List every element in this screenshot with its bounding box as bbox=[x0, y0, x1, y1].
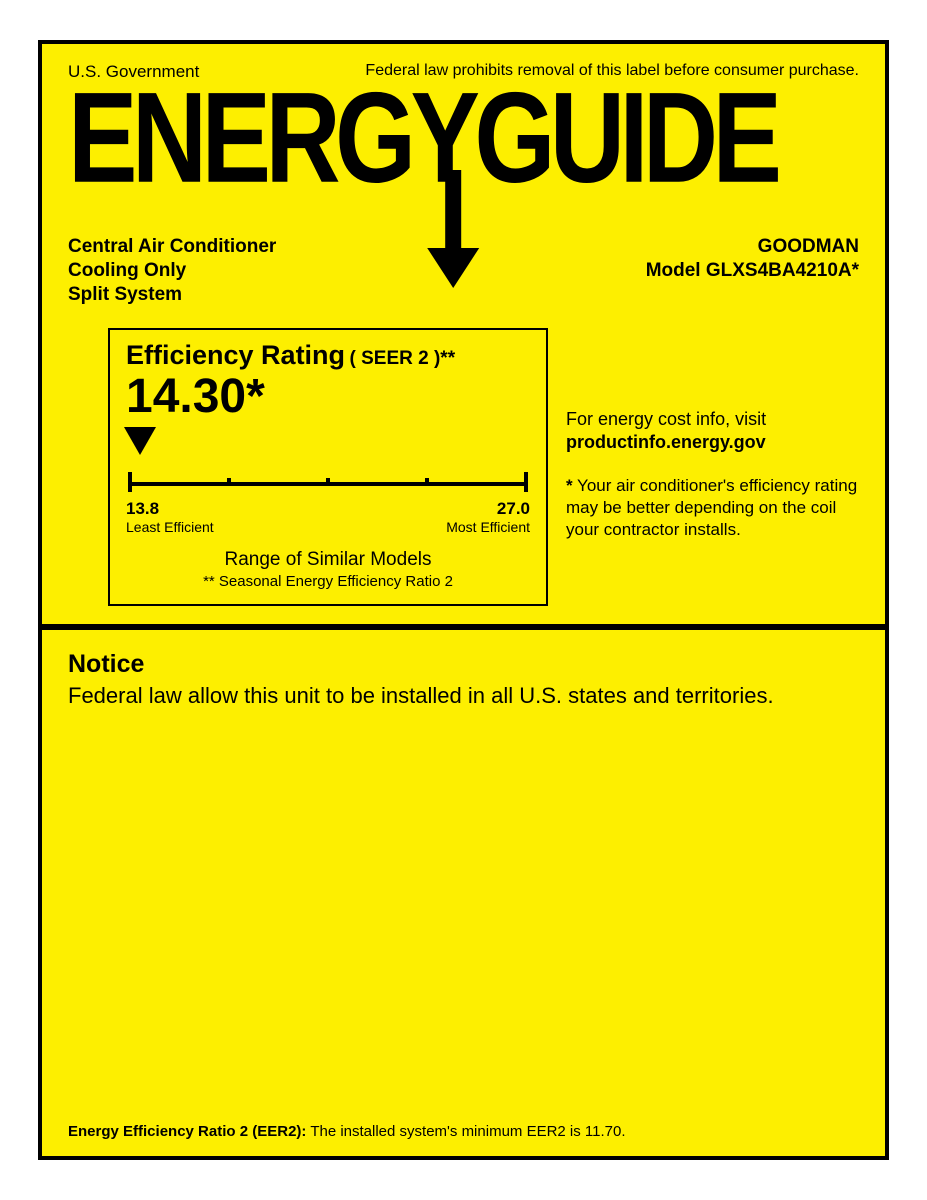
scale-value-labels: 13.8 27.0 bbox=[126, 499, 530, 519]
logo-area: ENERGYGUIDE bbox=[68, 90, 859, 185]
energy-guide-label: U.S. Government Federal law prohibits re… bbox=[38, 40, 889, 1160]
rating-row: Efficiency Rating ( SEER 2 )** 14.30* bbox=[68, 328, 859, 606]
product-type-info: Central Air Conditioner Cooling Only Spl… bbox=[68, 235, 276, 306]
scale-min-value: 13.8 bbox=[126, 499, 159, 519]
rating-scale: 13.8 27.0 Least Efficient Most Efficient bbox=[126, 468, 530, 535]
brand-model-info: GOODMAN Model GLXS4BA4210A* bbox=[646, 235, 859, 306]
range-text: Range of Similar Models bbox=[126, 549, 530, 571]
efficiency-rating-box: Efficiency Rating ( SEER 2 )** 14.30* bbox=[108, 328, 548, 606]
note-text: Your air conditioner's efficiency rating… bbox=[566, 476, 857, 539]
scale-max-value: 27.0 bbox=[497, 499, 530, 519]
efficiency-note: * Your air conditioner's efficiency rati… bbox=[566, 475, 859, 541]
model-label: Model bbox=[646, 260, 701, 281]
rating-subtitle: ( SEER 2 )** bbox=[350, 348, 456, 369]
model-number: GLXS4BA4210A* bbox=[706, 260, 859, 281]
scale-axis-icon bbox=[126, 468, 530, 492]
note-asterisk: * bbox=[566, 476, 573, 495]
product-line3: Split System bbox=[68, 283, 276, 307]
rating-pointer-icon bbox=[126, 425, 530, 462]
rating-title: Efficiency Rating bbox=[126, 340, 345, 370]
side-info: For energy cost info, visit productinfo.… bbox=[566, 328, 859, 541]
scale-min-label: Least Efficient bbox=[126, 519, 214, 535]
notice-text: Federal law allow this unit to be instal… bbox=[68, 683, 859, 709]
range-subtext: ** Seasonal Energy Efficiency Ratio 2 bbox=[126, 573, 530, 590]
upper-section: U.S. Government Federal law prohibits re… bbox=[42, 44, 885, 630]
product-line1: Central Air Conditioner bbox=[68, 235, 276, 259]
visit-text: For energy cost info, visit bbox=[566, 408, 859, 431]
energy-url: productinfo.energy.gov bbox=[566, 432, 859, 453]
lower-section: Notice Federal law allow this unit to be… bbox=[42, 630, 885, 1156]
scale-max-label: Most Efficient bbox=[446, 519, 530, 535]
footer-label: Energy Efficiency Ratio 2 (EER2): bbox=[68, 1123, 306, 1140]
model-line: Model GLXS4BA4210A* bbox=[646, 259, 859, 283]
product-line2: Cooling Only bbox=[68, 259, 276, 283]
rating-title-row: Efficiency Rating ( SEER 2 )** bbox=[126, 340, 530, 371]
scale-text-labels: Least Efficient Most Efficient bbox=[126, 519, 530, 535]
brand-name: GOODMAN bbox=[646, 235, 859, 259]
down-arrow-icon bbox=[423, 170, 483, 295]
footer-value: The installed system's minimum EER2 is 1… bbox=[310, 1123, 625, 1140]
rating-value: 14.30* bbox=[126, 373, 530, 421]
footer-eer2: Energy Efficiency Ratio 2 (EER2): The in… bbox=[68, 1123, 859, 1140]
notice-title: Notice bbox=[68, 650, 859, 679]
